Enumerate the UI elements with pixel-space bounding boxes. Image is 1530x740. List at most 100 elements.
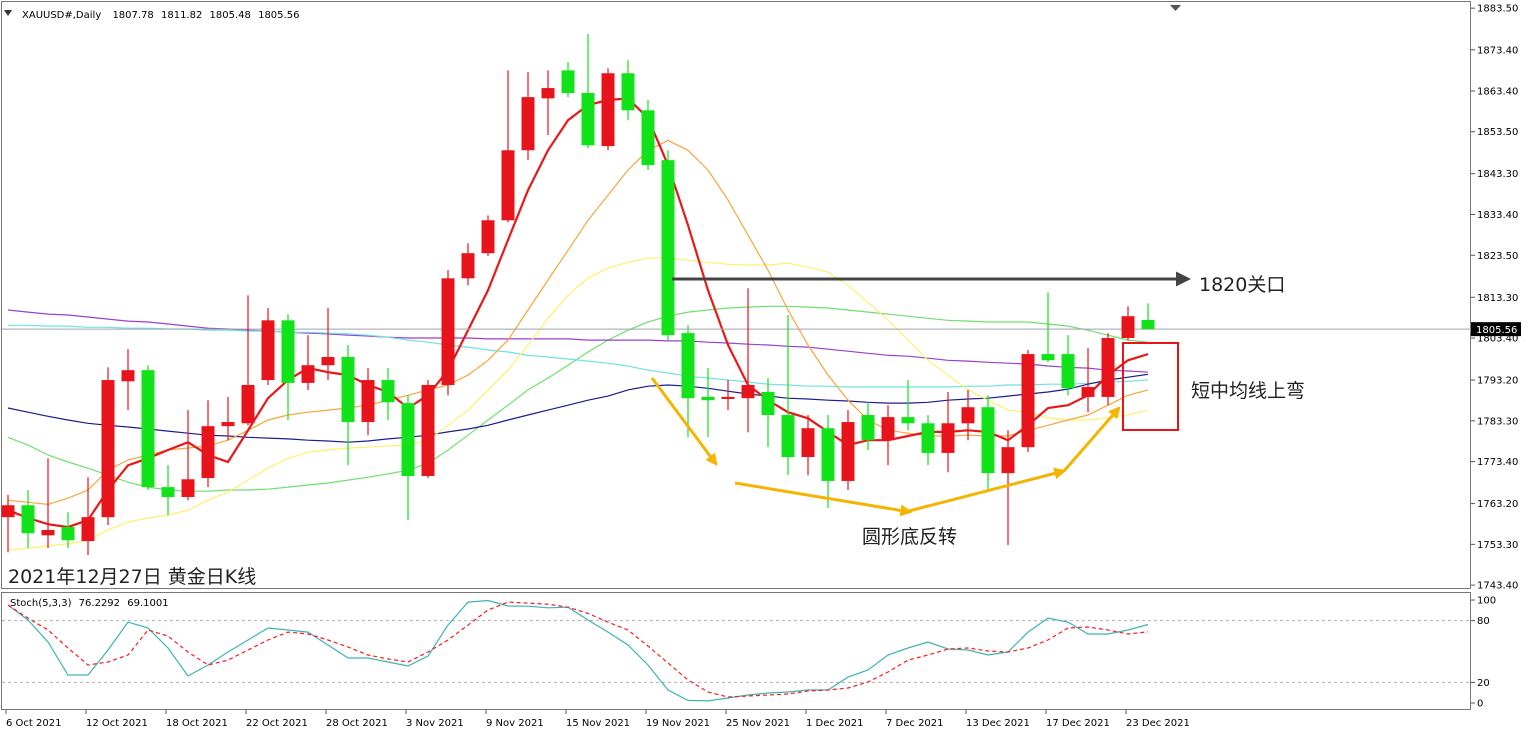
annotation-arrow: [904, 467, 1067, 514]
candle-body: [21, 505, 35, 534]
candle-body: [1, 505, 15, 518]
x-tick-label: 12 Oct 2021: [86, 718, 148, 729]
y-tick-label: 1843.30: [1477, 169, 1518, 180]
candle-body: [401, 403, 415, 476]
candle-body: [561, 70, 575, 94]
candle-body: [861, 415, 875, 441]
candle-body: [801, 428, 815, 458]
y-tick-label: 80: [1477, 616, 1490, 627]
moving-average-line: [7, 305, 1149, 492]
indicator-line: [7, 599, 1149, 702]
annotation-text: 1820关口: [1199, 274, 1285, 296]
candle-body: [241, 384, 255, 424]
y-tick-label: 1763.20: [1477, 499, 1518, 510]
plot-area: 1883.50 1873.40 1863.40 1853.50 1843.30 1833.…: [1, 4, 1521, 729]
candle-body: [541, 88, 555, 99]
x-tick-label: 9 Nov 2021: [486, 718, 544, 729]
y-tick-label: 1873.40: [1477, 45, 1518, 56]
y-tick-label: 1753.30: [1477, 540, 1518, 551]
y-tick-label: 1743.40: [1477, 581, 1518, 592]
candle-body: [61, 527, 75, 541]
candle-body: [901, 417, 915, 424]
x-tick-label: 28 Oct 2021: [326, 718, 388, 729]
x-tick-label: 22 Oct 2021: [246, 718, 308, 729]
candle-body: [201, 426, 215, 479]
candle-body: [601, 73, 615, 147]
candle-body: [101, 380, 115, 518]
candle-body: [361, 380, 375, 423]
candle-body: [581, 93, 595, 146]
panel-menu-icon[interactable]: [4, 10, 12, 16]
indicator-title: Stoch(5,3,3): [10, 598, 72, 609]
candle-body: [81, 517, 95, 542]
candle-body: [481, 220, 495, 254]
candle-body: [501, 150, 515, 221]
moving-average-line: [7, 139, 1149, 506]
candle-body: [1081, 387, 1095, 397]
candle-body: [1021, 354, 1035, 448]
candle-body: [181, 479, 195, 497]
header-low: 1805.48: [210, 10, 251, 21]
x-tick-label: 25 Nov 2021: [726, 718, 790, 729]
candle-body: [641, 110, 655, 166]
caption: 2021年12月27日 黄金日K线: [8, 566, 256, 588]
candle-body: [261, 320, 275, 381]
main-panel-frame: [1, 1, 1471, 589]
candle-body: [381, 380, 395, 403]
annotation-box: [1122, 342, 1179, 431]
x-tick-label: 23 Dec 2021: [1126, 718, 1190, 729]
x-tick-label: 19 Nov 2021: [646, 718, 710, 729]
candle-body: [1121, 316, 1135, 339]
candle-body: [701, 396, 715, 401]
candle-body: [521, 97, 535, 151]
candle-body: [821, 428, 835, 481]
indicator-panel-frame: [1, 592, 1471, 710]
candle-body: [741, 384, 755, 399]
y-tick-label: 1823.50: [1477, 251, 1518, 262]
shift-marker: [1170, 5, 1181, 11]
candle-body: [141, 370, 155, 488]
candle-body: [461, 253, 475, 279]
candle-body: [321, 356, 335, 366]
annotation-arrow: [734, 481, 913, 517]
price-label-box: [1471, 322, 1521, 337]
y-tick-label: 100: [1477, 596, 1496, 607]
annotation-text: 短中均线上弯: [1191, 380, 1305, 402]
candle-body: [781, 415, 795, 458]
x-tick-label: 3 Nov 2021: [406, 718, 464, 729]
candle-body: [761, 391, 775, 416]
header-open: 1807.78: [112, 10, 153, 21]
indicator-line: [7, 601, 1149, 698]
candle-body: [1101, 338, 1115, 397]
y-tick-label: 1863.40: [1477, 86, 1518, 97]
x-tick-label: 13 Dec 2021: [966, 718, 1030, 729]
indicator-signal-value: 69.1001: [127, 598, 168, 609]
annotations: 1820关口 短中均线上弯 圆形底反转 2021年12月27日 黄金日K线: [8, 271, 1305, 588]
moving-average-line: [7, 373, 1149, 443]
moving-average-line: [7, 97, 1149, 529]
candle-body: [1141, 319, 1155, 330]
candle-body: [661, 160, 675, 336]
candle-body: [921, 423, 935, 453]
chart-header: XAUUSD#,Daily 1807.78 1811.82 1805.48 18…: [22, 10, 299, 21]
candle-body: [301, 365, 315, 383]
candle-body: [881, 417, 895, 441]
moving-average-line: [7, 257, 1149, 551]
y-tick-label: 1803.40: [1477, 334, 1518, 345]
x-tick-label: 6 Oct 2021: [6, 718, 61, 729]
candle-body: [281, 320, 295, 383]
x-tick-label: 7 Dec 2021: [886, 718, 944, 729]
candle-body: [621, 73, 635, 111]
annotation-arrow: [650, 377, 718, 466]
x-tick-label: 18 Oct 2021: [166, 718, 228, 729]
x-tick-label: 17 Dec 2021: [1046, 718, 1110, 729]
candle-body: [1061, 354, 1075, 389]
y-tick-label: 0: [1477, 698, 1483, 709]
header-close: 1805.56: [258, 10, 299, 21]
candle-body: [941, 423, 955, 453]
y-tick-label: 1853.50: [1477, 127, 1518, 138]
price-label: 1805.56: [1476, 325, 1517, 336]
x-tick-label: 15 Nov 2021: [566, 718, 630, 729]
